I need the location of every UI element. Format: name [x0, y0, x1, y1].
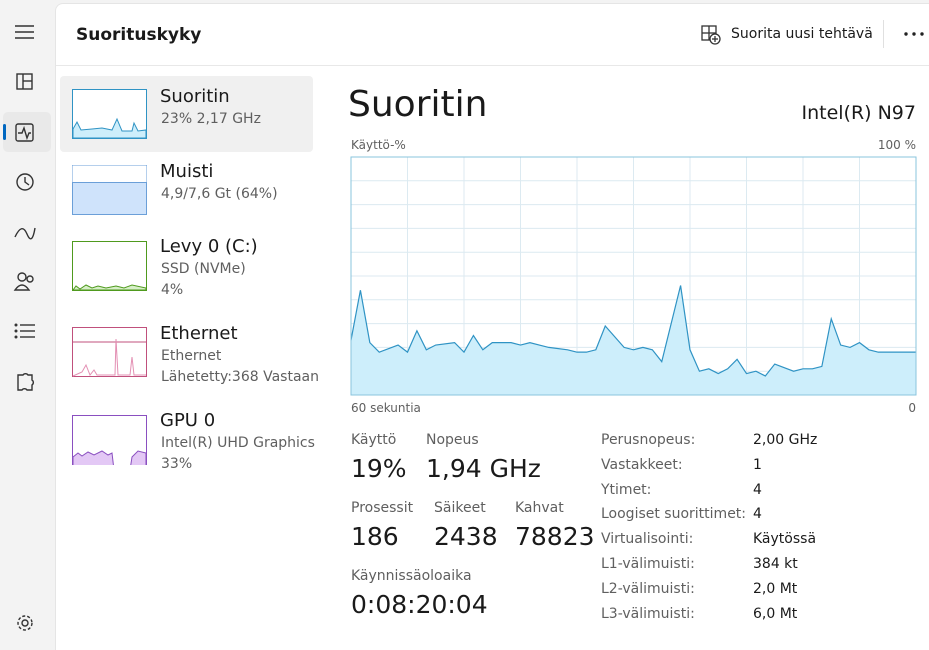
stat-label: Säikeet	[434, 500, 486, 516]
device-detail: Ethernet	[161, 348, 222, 364]
new-task-button[interactable]: Suorita uusi tehtävä	[731, 26, 873, 42]
cpu-thumbnail	[72, 89, 147, 139]
stat-label: Käynnissäoloaika	[351, 568, 472, 584]
spec-label: Virtualisointi:	[601, 531, 694, 548]
settings-icon[interactable]	[17, 615, 33, 631]
stat-label: Kahvat	[515, 500, 564, 516]
stat-value: 19%	[351, 454, 407, 483]
y-axis-label: Käyttö-%	[351, 138, 406, 152]
device-detail: Lähetetty:368 Vastaano	[161, 369, 319, 385]
new-task-icon[interactable]	[700, 24, 722, 46]
startup-icon[interactable]	[14, 227, 36, 240]
device-detail: SSD (NVMe)	[161, 261, 246, 277]
stat-label: Käyttö	[351, 432, 397, 448]
menu-icon[interactable]	[15, 25, 34, 39]
device-name: GPU 0	[160, 410, 216, 431]
gpu-thumbnail	[72, 415, 147, 465]
spec-value: Käytössä	[753, 531, 817, 548]
performance-icon[interactable]	[15, 123, 34, 142]
y-tick-label: 100 %	[878, 138, 916, 152]
nav-rail	[3, 25, 51, 631]
more-button[interactable]	[902, 30, 926, 38]
x-tick-label: 60 sekuntia	[351, 401, 421, 415]
spec-value: 2,00 GHz	[753, 432, 818, 448]
spec-value: 1	[753, 456, 762, 473]
stat-value: 1,94 GHz	[426, 454, 541, 483]
memory-thumbnail	[72, 165, 147, 215]
nav-selected	[3, 112, 51, 152]
cpu-model: Intel(R) N97	[801, 102, 916, 124]
device-name: Levy 0 (C:)	[160, 236, 258, 257]
stat-value: 78823	[515, 522, 595, 551]
spec-value: 6,0 Mt	[753, 605, 798, 622]
stat-label: Prosessit	[351, 500, 414, 516]
spec-value: 4	[753, 506, 762, 523]
usage-area	[351, 285, 916, 395]
nav-indicator	[3, 124, 6, 140]
header-divider	[56, 65, 929, 66]
ethernet-thumbnail	[72, 327, 147, 377]
device-detail: 4%	[161, 282, 184, 298]
device-name: Suoritin	[160, 86, 230, 107]
spec-label: Ytimet:	[601, 481, 652, 498]
spec-value: 4	[753, 481, 762, 498]
users-icon[interactable]	[13, 272, 34, 291]
header-separator	[883, 20, 884, 48]
spec-label: Loogiset suorittimet:	[601, 506, 747, 523]
stat-value: 0:08:20:04	[351, 590, 488, 619]
panel-title: Suoritin	[348, 84, 488, 125]
spec-label: L2-välimuisti:	[601, 580, 695, 597]
history-icon[interactable]	[16, 173, 34, 191]
spec-label: Vastakkeet:	[601, 456, 683, 473]
device-detail: 23% 2,17 GHz	[161, 111, 261, 127]
device-detail: Intel(R) UHD Graphics	[161, 435, 315, 451]
spec-label: Perusnopeus:	[601, 432, 696, 448]
page-title: Suorituskyky	[76, 25, 202, 45]
services-icon[interactable]	[17, 373, 34, 391]
stat-label: Nopeus	[426, 432, 479, 448]
spec-label: L1-välimuisti:	[601, 556, 695, 572]
device-name: Muisti	[160, 161, 214, 182]
details-icon[interactable]	[14, 323, 35, 339]
stat-value: 2438	[434, 522, 498, 551]
plot-border	[350, 156, 917, 396]
stat-value: 186	[351, 522, 399, 551]
disk-thumbnail	[72, 241, 147, 291]
device-detail: 4,9/7,6 Gt (64%)	[161, 186, 278, 202]
usage-line	[350, 285, 916, 377]
device-detail: 33%	[161, 456, 193, 472]
processes-icon[interactable]	[16, 73, 33, 90]
cpu-chart: Käyttö-% 100 % 60 sekuntia 0	[350, 138, 917, 415]
x-tick-label: 0	[908, 401, 916, 415]
spec-label: L3-välimuisti:	[601, 605, 695, 622]
spec-value: 2,0 Mt	[753, 580, 798, 597]
spec-value: 384 kt	[753, 556, 798, 572]
device-name: Ethernet	[160, 323, 238, 344]
